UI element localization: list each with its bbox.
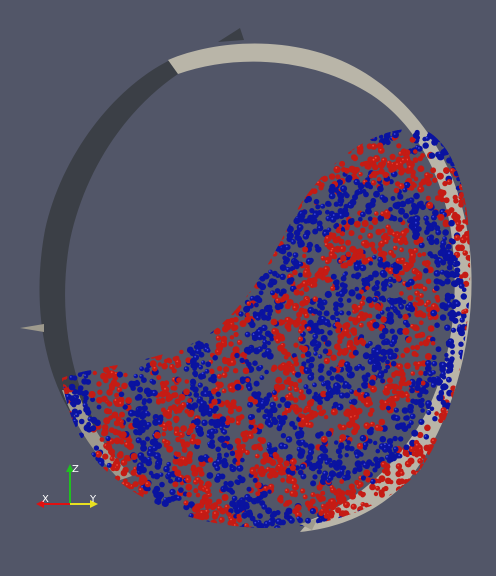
particle-highlight bbox=[403, 281, 405, 284]
particle-highlight bbox=[432, 362, 435, 364]
particle-blue bbox=[202, 386, 209, 392]
particle-highlight bbox=[172, 377, 175, 380]
particle-blue bbox=[309, 208, 315, 214]
particle-highlight bbox=[374, 211, 377, 214]
particle-blue bbox=[256, 408, 262, 413]
drum-marker-bottom bbox=[300, 518, 318, 530]
particle-highlight bbox=[384, 401, 387, 403]
particle-blue bbox=[316, 224, 324, 232]
drum-marker-top bbox=[218, 28, 244, 42]
particle-highlight bbox=[335, 318, 338, 321]
particle-red bbox=[299, 290, 305, 296]
particle-highlight bbox=[318, 226, 321, 229]
particle-highlight bbox=[265, 522, 267, 524]
particle-highlight bbox=[267, 443, 270, 445]
particle-blue bbox=[390, 196, 396, 201]
particle-highlight bbox=[147, 457, 150, 460]
particle-highlight bbox=[266, 467, 269, 470]
particle-red bbox=[339, 160, 346, 167]
particle-highlight bbox=[306, 519, 309, 521]
particle-highlight bbox=[443, 237, 445, 239]
particle-highlight bbox=[349, 400, 352, 402]
particle-blue bbox=[264, 408, 270, 414]
particle-highlight bbox=[426, 401, 429, 404]
particle-highlight bbox=[410, 324, 413, 327]
particle-red bbox=[367, 232, 374, 239]
particle-highlight bbox=[301, 440, 303, 443]
particle-highlight bbox=[389, 251, 392, 253]
particle-blue bbox=[257, 513, 263, 519]
particle-blue bbox=[358, 216, 363, 222]
drum-wall-back bbox=[39, 60, 178, 428]
particle-red bbox=[159, 397, 166, 404]
particle-blue bbox=[305, 517, 311, 524]
particle-red bbox=[424, 424, 431, 432]
particle-blue bbox=[227, 480, 234, 488]
particle-red bbox=[421, 252, 427, 257]
particle-blue bbox=[183, 504, 190, 511]
particle-highlight bbox=[368, 234, 371, 236]
particle-blue bbox=[446, 157, 453, 164]
particle-highlight bbox=[425, 173, 428, 176]
particle-blue bbox=[324, 290, 332, 299]
particle-red bbox=[254, 464, 260, 470]
particle-red bbox=[300, 353, 306, 359]
drum-marker-left bbox=[20, 324, 44, 332]
particle-blue bbox=[274, 288, 281, 294]
